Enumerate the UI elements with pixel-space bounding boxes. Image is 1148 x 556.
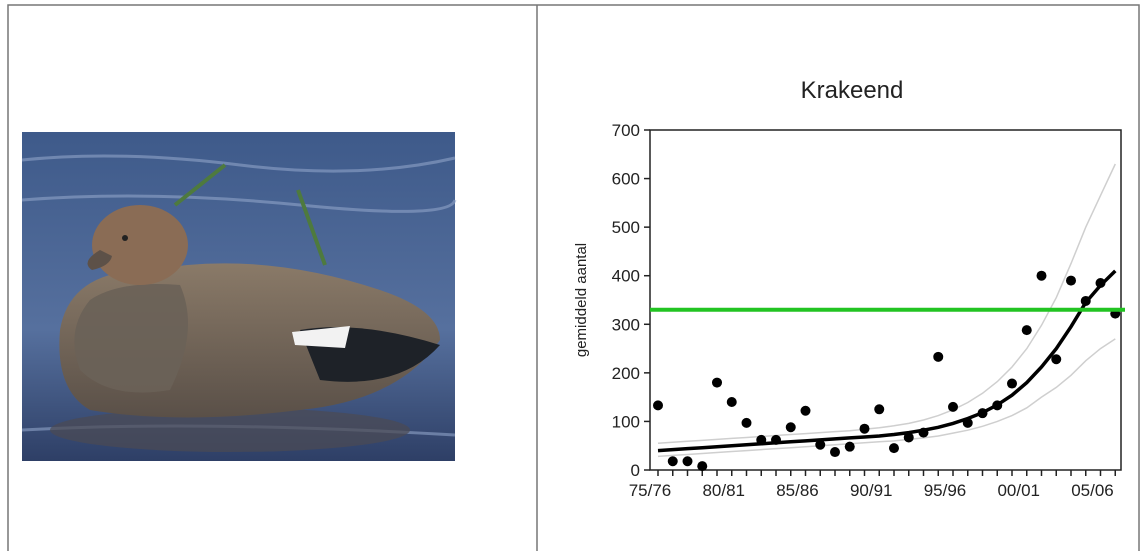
data-point (1021, 325, 1032, 336)
data-point (962, 417, 973, 428)
y-tick-label: 200 (612, 364, 640, 383)
data-point (667, 456, 678, 467)
data-point (1051, 354, 1062, 365)
table-border (7, 4, 1140, 556)
y-tick-label: 700 (612, 121, 640, 140)
y-tick-label: 500 (612, 218, 640, 237)
data-point (1095, 278, 1106, 288)
x-tick-label: 85/86 (776, 481, 819, 500)
data-point (948, 401, 958, 412)
trend-line (657, 163, 1116, 445)
data-point (771, 434, 781, 445)
data-point (1007, 378, 1017, 389)
data-point (1036, 270, 1047, 281)
data-point (815, 439, 826, 450)
data-point (1066, 275, 1076, 286)
chart-title: Krakeend (801, 77, 904, 104)
plot-frame (649, 129, 1122, 471)
y-axis-label: gemiddeld aantal (573, 243, 590, 357)
data-point (859, 423, 870, 434)
data-point (726, 397, 737, 407)
x-tick-label: 95/96 (924, 481, 967, 500)
data-point (889, 443, 899, 454)
data-point (830, 447, 840, 458)
x-tick-label: 80/81 (702, 481, 745, 500)
x-tick-label: 00/01 (997, 481, 1040, 500)
data-point (682, 456, 693, 467)
data-point (653, 400, 663, 411)
data-point (712, 377, 722, 388)
data-point (977, 408, 988, 419)
x-tick-label: 75/76 (629, 481, 672, 500)
y-tick-label: 100 (612, 412, 640, 431)
data-point (933, 351, 944, 362)
data-point (741, 417, 752, 428)
data-point (918, 427, 929, 438)
data-point (1080, 295, 1091, 306)
trend-line (657, 269, 1117, 453)
data-point (992, 400, 1003, 411)
data-point (756, 434, 767, 445)
trend-line (657, 338, 1116, 458)
y-tick-label: 600 (612, 170, 640, 189)
y-tick-label: 400 (612, 267, 640, 286)
x-tick-label: 05/06 (1071, 481, 1114, 500)
data-point (785, 422, 796, 433)
data-point (844, 441, 855, 452)
data-point (903, 432, 914, 443)
data-point (697, 461, 708, 472)
y-tick-label: 0 (631, 461, 640, 480)
x-tick-label: 90/91 (850, 481, 893, 500)
duck-photo (21, 132, 457, 461)
data-point (800, 405, 811, 416)
y-tick-label: 300 (612, 315, 640, 334)
data-point (874, 404, 885, 415)
